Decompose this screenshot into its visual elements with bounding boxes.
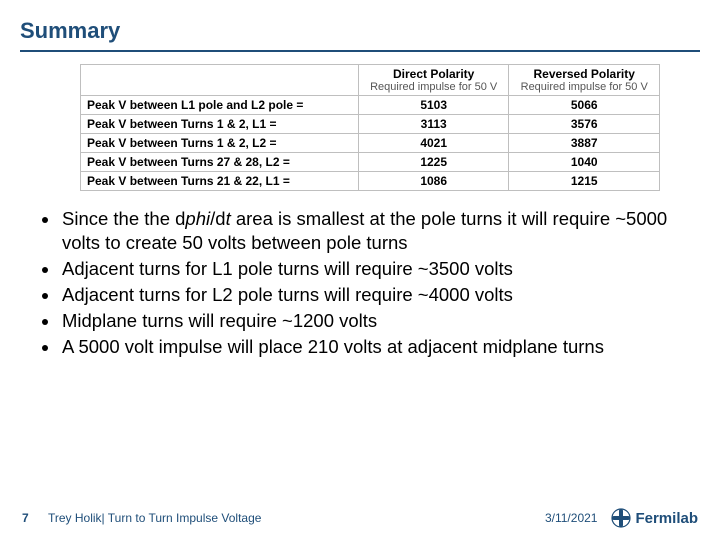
row-direct: 1225	[358, 153, 509, 172]
table-row: Peak V between Turns 27 & 28, L2 =122510…	[81, 153, 660, 172]
table-row: Peak V between L1 pole and L2 pole =5103…	[81, 96, 660, 115]
summary-table-wrap: Direct Polarity Required impulse for 50 …	[20, 64, 700, 191]
row-label: Peak V between L1 pole and L2 pole =	[81, 96, 359, 115]
th-reversed: Reversed Polarity Required impulse for 5…	[509, 65, 660, 96]
row-reversed: 5066	[509, 96, 660, 115]
list-item: Since the the dphi/dt area is smallest a…	[60, 207, 680, 255]
row-reversed: 3576	[509, 115, 660, 134]
row-label: Peak V between Turns 1 & 2, L2 =	[81, 134, 359, 153]
list-item: Midplane turns will require ~1200 volts	[60, 309, 680, 333]
summary-table-body: Peak V between L1 pole and L2 pole =5103…	[81, 96, 660, 191]
row-label: Peak V between Turns 27 & 28, L2 =	[81, 153, 359, 172]
th-direct-sub: Required impulse for 50 V	[365, 81, 503, 93]
bullet-list: Since the the dphi/dt area is smallest a…	[48, 207, 680, 359]
slide: Summary Direct Polarity Required impulse…	[0, 0, 720, 540]
row-direct: 1086	[358, 172, 509, 191]
summary-table: Direct Polarity Required impulse for 50 …	[80, 64, 660, 191]
footer-date: 3/11/2021	[545, 511, 598, 525]
table-row: Peak V between Turns 1 & 2, L1 =31133576	[81, 115, 660, 134]
row-direct: 4021	[358, 134, 509, 153]
row-label: Peak V between Turns 21 & 22, L1 =	[81, 172, 359, 191]
row-label: Peak V between Turns 1 & 2, L1 =	[81, 115, 359, 134]
th-blank	[81, 65, 359, 96]
row-reversed: 1040	[509, 153, 660, 172]
footer: 7 Trey Holik| Turn to Turn Impulse Volta…	[0, 508, 720, 528]
table-row: Peak V between Turns 1 & 2, L2 =40213887	[81, 134, 660, 153]
table-row: Peak V between Turns 21 & 22, L1 =108612…	[81, 172, 660, 191]
list-item: Adjacent turns for L2 pole turns will re…	[60, 283, 680, 307]
fermilab-logo-text: Fermilab	[635, 510, 698, 527]
th-direct: Direct Polarity Required impulse for 50 …	[358, 65, 509, 96]
page-number: 7	[22, 511, 48, 525]
list-item: A 5000 volt impulse will place 210 volts…	[60, 335, 680, 359]
footer-title: Trey Holik| Turn to Turn Impulse Voltage	[48, 511, 261, 525]
th-reversed-sub: Required impulse for 50 V	[515, 81, 653, 93]
th-direct-main: Direct Polarity	[393, 67, 474, 81]
th-reversed-main: Reversed Polarity	[534, 67, 635, 81]
row-reversed: 3887	[509, 134, 660, 153]
fermilab-logo-icon	[611, 508, 631, 528]
row-direct: 5103	[358, 96, 509, 115]
page-title: Summary	[20, 18, 700, 52]
fermilab-logo: Fermilab	[611, 508, 698, 528]
list-item: Adjacent turns for L1 pole turns will re…	[60, 257, 680, 281]
row-reversed: 1215	[509, 172, 660, 191]
row-direct: 3113	[358, 115, 509, 134]
